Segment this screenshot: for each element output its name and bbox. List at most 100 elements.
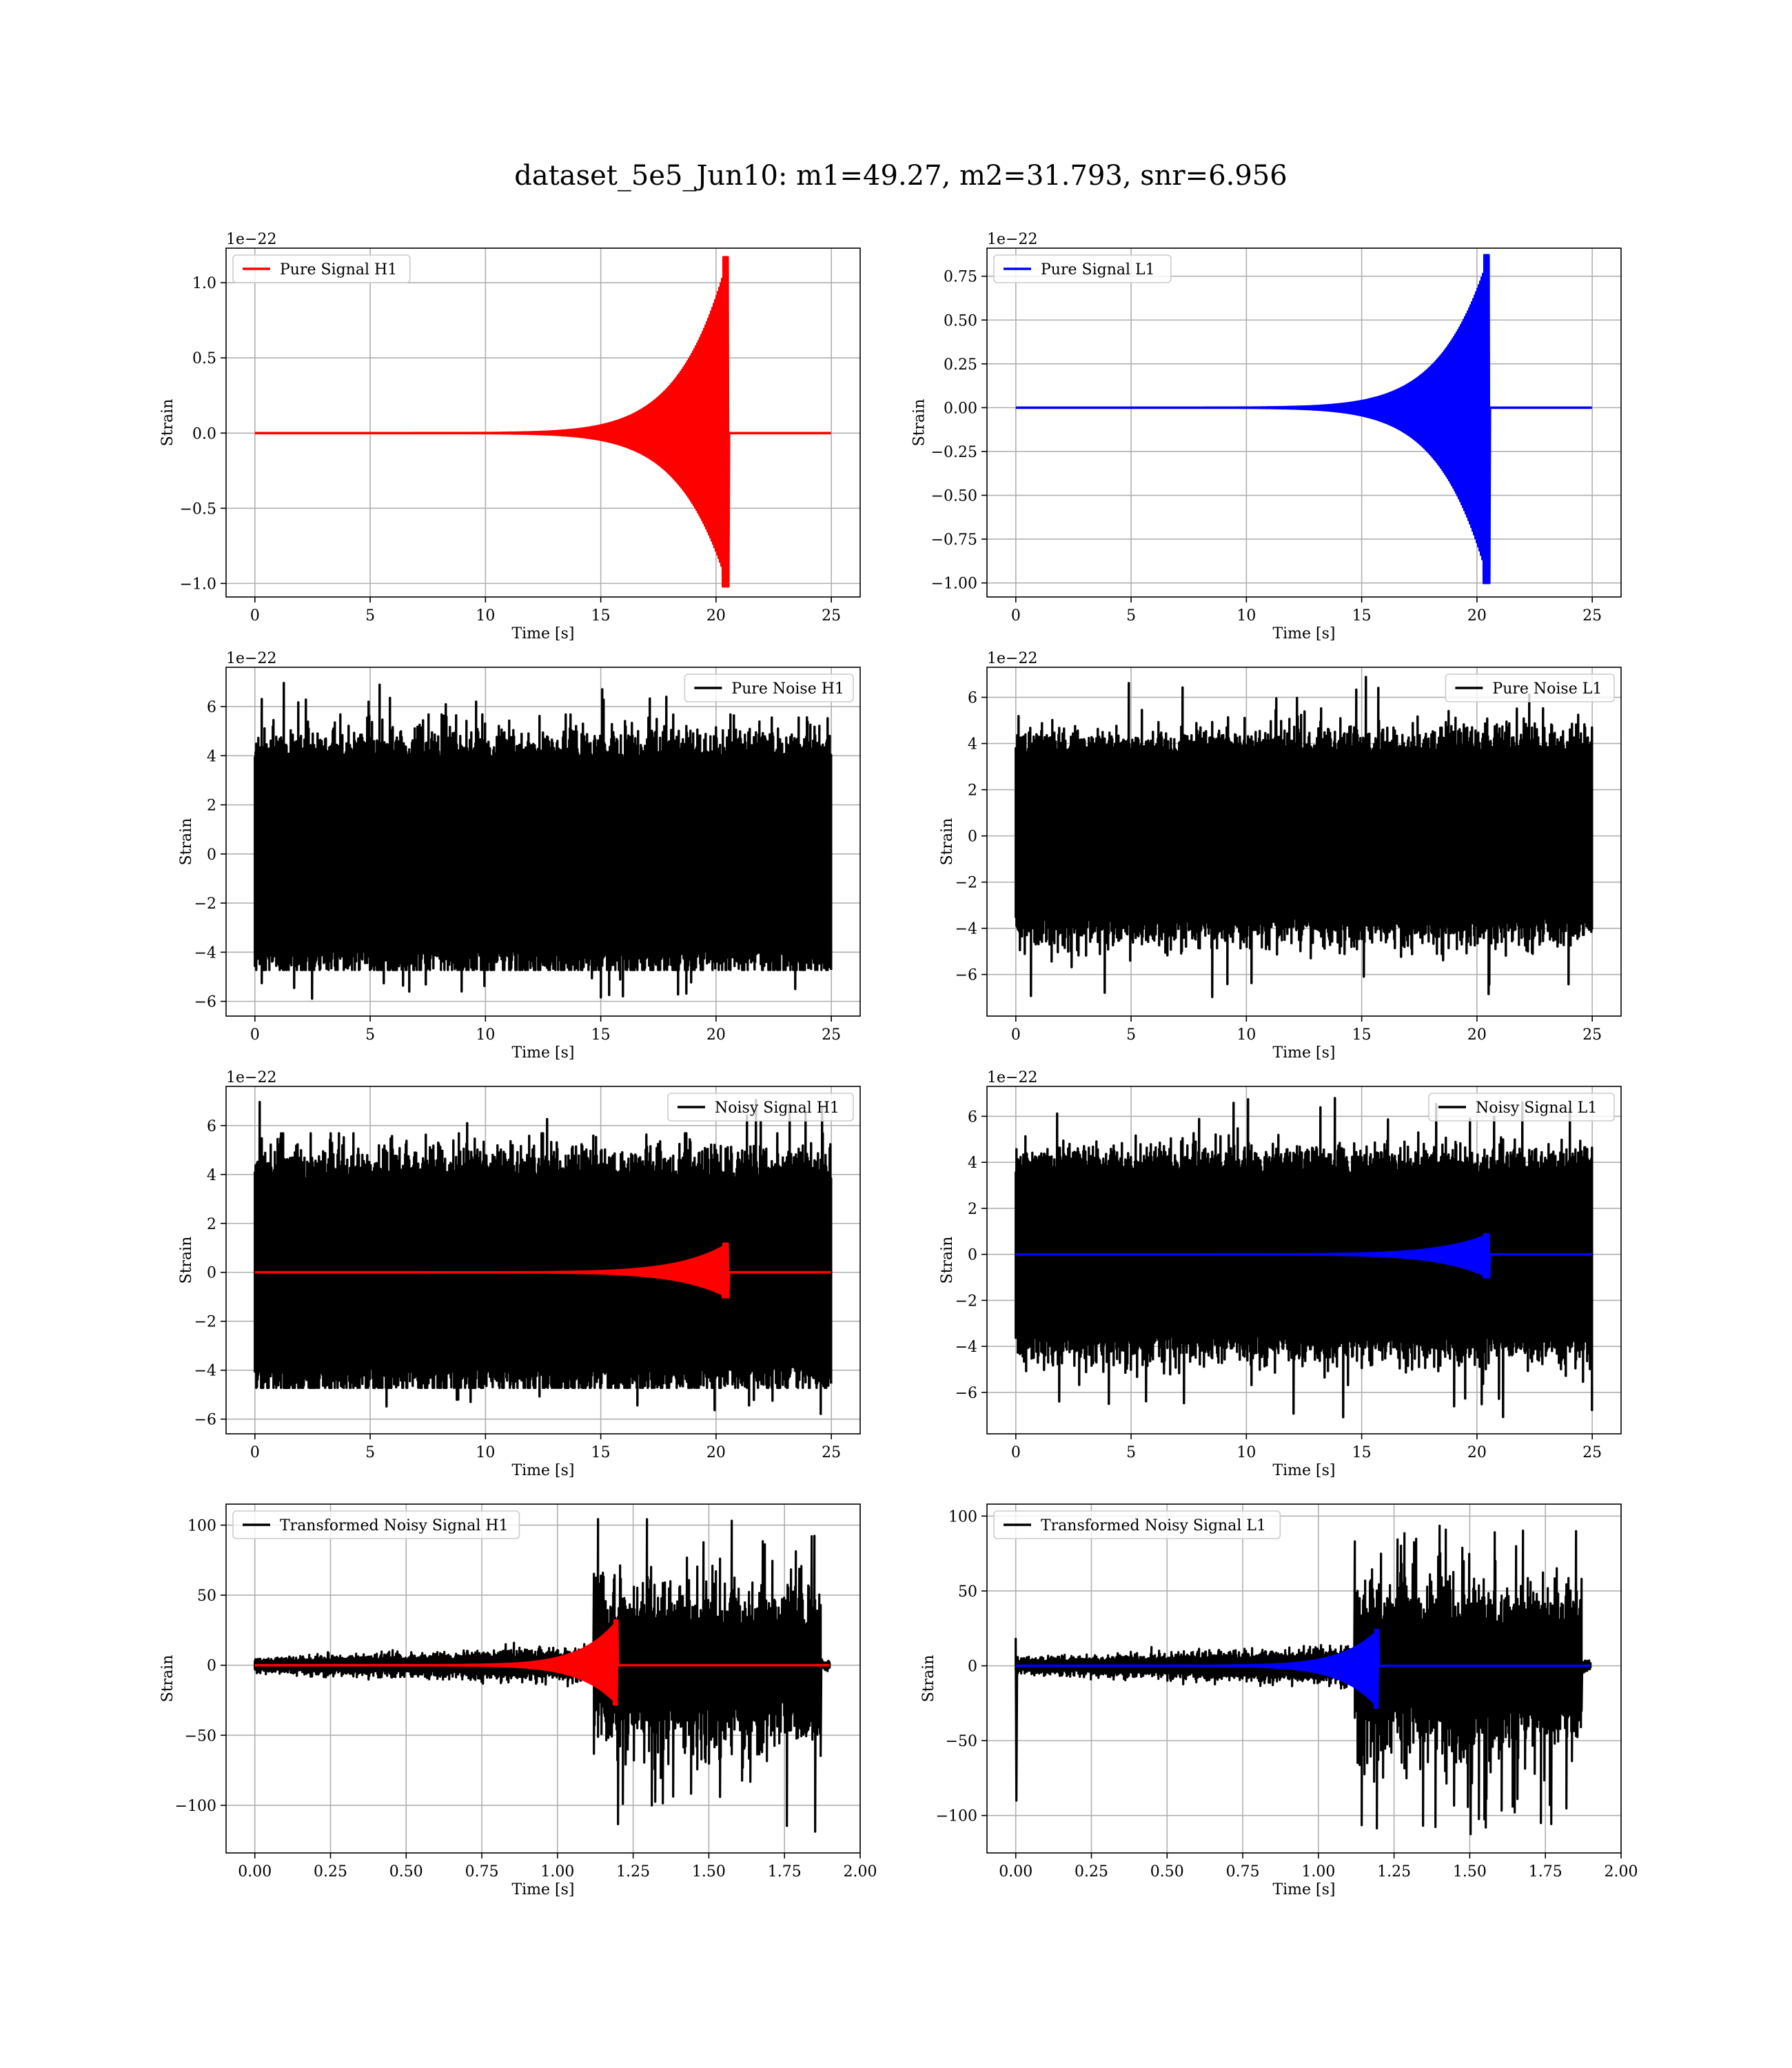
- y-tick-label: −2: [955, 1292, 977, 1310]
- series-line-pure-noise-l1: [1015, 676, 1594, 998]
- y-tick-label: −50: [946, 1733, 977, 1750]
- x-tick-label: 0.50: [1150, 1863, 1184, 1881]
- legend-label: Noisy Signal H1: [715, 1099, 839, 1117]
- y-axis-label: Strain: [911, 399, 928, 447]
- x-tick-label: 25: [1582, 1444, 1602, 1461]
- y-tick-label: 0.50: [944, 312, 977, 330]
- series-line-pure-signal-h1: [254, 256, 832, 588]
- y-tick-label: 50: [958, 1583, 977, 1601]
- y-tick-label: −50: [185, 1727, 216, 1745]
- series-line-overlay-1: [254, 1619, 831, 1706]
- y-tick-label: −2: [194, 1314, 216, 1331]
- x-tick-label: 10: [476, 1444, 495, 1461]
- x-axis-label: Time [s]: [1272, 1462, 1335, 1479]
- legend-box: [993, 1510, 1281, 1539]
- legend-label: Pure Signal H1: [280, 261, 397, 278]
- figure-title: dataset_5e5_Jun10: m1=49.27, m2=31.793, …: [514, 160, 1287, 192]
- x-tick-label: 5: [1126, 607, 1136, 625]
- x-tick-label: 0.25: [314, 1863, 347, 1881]
- y-tick-label: 0: [968, 1659, 977, 1676]
- x-tick-label: 20: [1467, 1444, 1487, 1461]
- x-tick-label: 1.75: [768, 1863, 802, 1881]
- offset-text: 1e−22: [226, 650, 276, 667]
- x-tick-label: 1.00: [540, 1863, 574, 1881]
- y-tick-label: −4: [955, 921, 977, 938]
- panel-pure-signal-l1: 0 5 10 15 20 25 −1.00 −0.75 −0.50 −0.25 0.00 0.25 0.…: [911, 231, 1622, 642]
- x-tick-label: 1.25: [1377, 1863, 1411, 1881]
- x-tick-label: 25: [1582, 1026, 1602, 1044]
- x-tick-label: 0: [1011, 1026, 1021, 1044]
- series-group: [254, 1099, 833, 1415]
- legend: Pure Signal L1: [993, 254, 1172, 283]
- x-tick-label: 0: [250, 607, 260, 625]
- y-axis-label: Strain: [939, 1237, 956, 1284]
- legend: Pure Noise L1: [1445, 673, 1615, 702]
- y-tick-label: −100: [936, 1808, 977, 1825]
- legend-box: [232, 254, 411, 283]
- x-tick-label: 15: [591, 1444, 611, 1461]
- x-axis-label: Time [s]: [1272, 625, 1335, 642]
- series-group: [254, 1518, 831, 1833]
- y-tick-label: −0.75: [931, 531, 977, 549]
- y-tick-label: 2: [968, 782, 977, 800]
- x-tick-label: 10: [1236, 1444, 1256, 1461]
- x-tick-label: 15: [591, 607, 611, 625]
- x-tick-label: 0: [1011, 1444, 1021, 1461]
- y-tick-label: 6: [207, 1118, 216, 1135]
- offset-text: 1e−22: [987, 1069, 1037, 1086]
- x-tick-label: 10: [476, 607, 495, 625]
- y-axis-label: Strain: [159, 399, 176, 447]
- series-line-noisy-signal-l1: [1015, 1097, 1594, 1419]
- panel-transformed-noisy-signal-l1: 0.00 0.25 0.50 0.75 1.00 1.25 1.50 1.75 2.00 −100…: [920, 1503, 1638, 1898]
- x-tick-label: 5: [365, 1026, 375, 1044]
- x-tick-label: 25: [1582, 607, 1602, 625]
- x-axis-label: Time [s]: [511, 625, 574, 642]
- x-tick-label: 1.00: [1301, 1863, 1335, 1881]
- legend-label: Transformed Noisy Signal H1: [280, 1517, 509, 1534]
- panel-noisy-signal-l1: 0 5 10 15 20 25 −6 −4 −2 0 2 4 6 Time [s] Strain 1e−22 N…: [939, 1069, 1622, 1479]
- y-tick-label: −4: [955, 1339, 977, 1356]
- y-tick-label: 0: [207, 1658, 216, 1675]
- y-tick-label: 100: [187, 1517, 216, 1534]
- x-tick-label: 5: [365, 607, 375, 625]
- legend: Noisy Signal H1: [667, 1093, 854, 1122]
- offset-text: 1e−22: [987, 231, 1037, 248]
- y-tick-label: 0.00: [944, 400, 977, 417]
- y-tick-label: 6: [207, 699, 216, 716]
- x-axis-label: Time [s]: [1272, 1881, 1335, 1898]
- x-tick-label: 1.25: [616, 1863, 650, 1881]
- y-tick-label: −100: [175, 1798, 216, 1815]
- y-tick-label: −1.00: [931, 576, 977, 593]
- x-tick-label: 0.00: [999, 1863, 1032, 1881]
- x-axis-label: Time [s]: [1272, 1044, 1335, 1062]
- axes-frame: [225, 667, 861, 1017]
- series-group: [254, 256, 832, 588]
- x-tick-label: 20: [706, 1026, 726, 1044]
- axes-frame: [986, 667, 1622, 1017]
- y-tick-label: −6: [194, 1412, 216, 1429]
- x-tick-label: 0.50: [389, 1863, 423, 1881]
- x-tick-label: 1.50: [692, 1863, 726, 1881]
- legend-box: [1428, 1093, 1615, 1122]
- legend-label: Noisy Signal L1: [1476, 1099, 1597, 1117]
- series-group: [1015, 1524, 1592, 1836]
- panel-pure-signal-h1: 0 5 10 15 20 25 −1.0 −0.5 0.0 0.5 1.0 Time [s] Strai…: [159, 231, 861, 642]
- panel-pure-noise-h1: 0 5 10 15 20 25 −6 −4 −2 0 2 4 6 Time [s] Strain 1e−22 P…: [178, 650, 861, 1062]
- series-group: [1015, 1097, 1594, 1419]
- panel-transformed-noisy-signal-h1: 0.00 0.25 0.50 0.75 1.00 1.25 1.50 1.75 2.00 −100…: [159, 1503, 877, 1898]
- y-tick-label: −4: [194, 1363, 216, 1380]
- y-tick-label: 0.75: [944, 269, 977, 286]
- y-tick-label: −2: [194, 895, 216, 913]
- y-tick-label: 0.25: [944, 356, 977, 374]
- x-tick-label: 2.00: [1605, 1863, 1638, 1881]
- y-axis-label: Strain: [178, 1237, 195, 1284]
- x-tick-label: 20: [1467, 607, 1487, 625]
- axes-frame: [225, 247, 861, 598]
- y-tick-label: 0: [968, 829, 977, 846]
- series-group: [1015, 254, 1593, 585]
- series-group: [1015, 676, 1594, 998]
- x-tick-label: 20: [1467, 1026, 1487, 1044]
- x-tick-label: 10: [476, 1026, 495, 1044]
